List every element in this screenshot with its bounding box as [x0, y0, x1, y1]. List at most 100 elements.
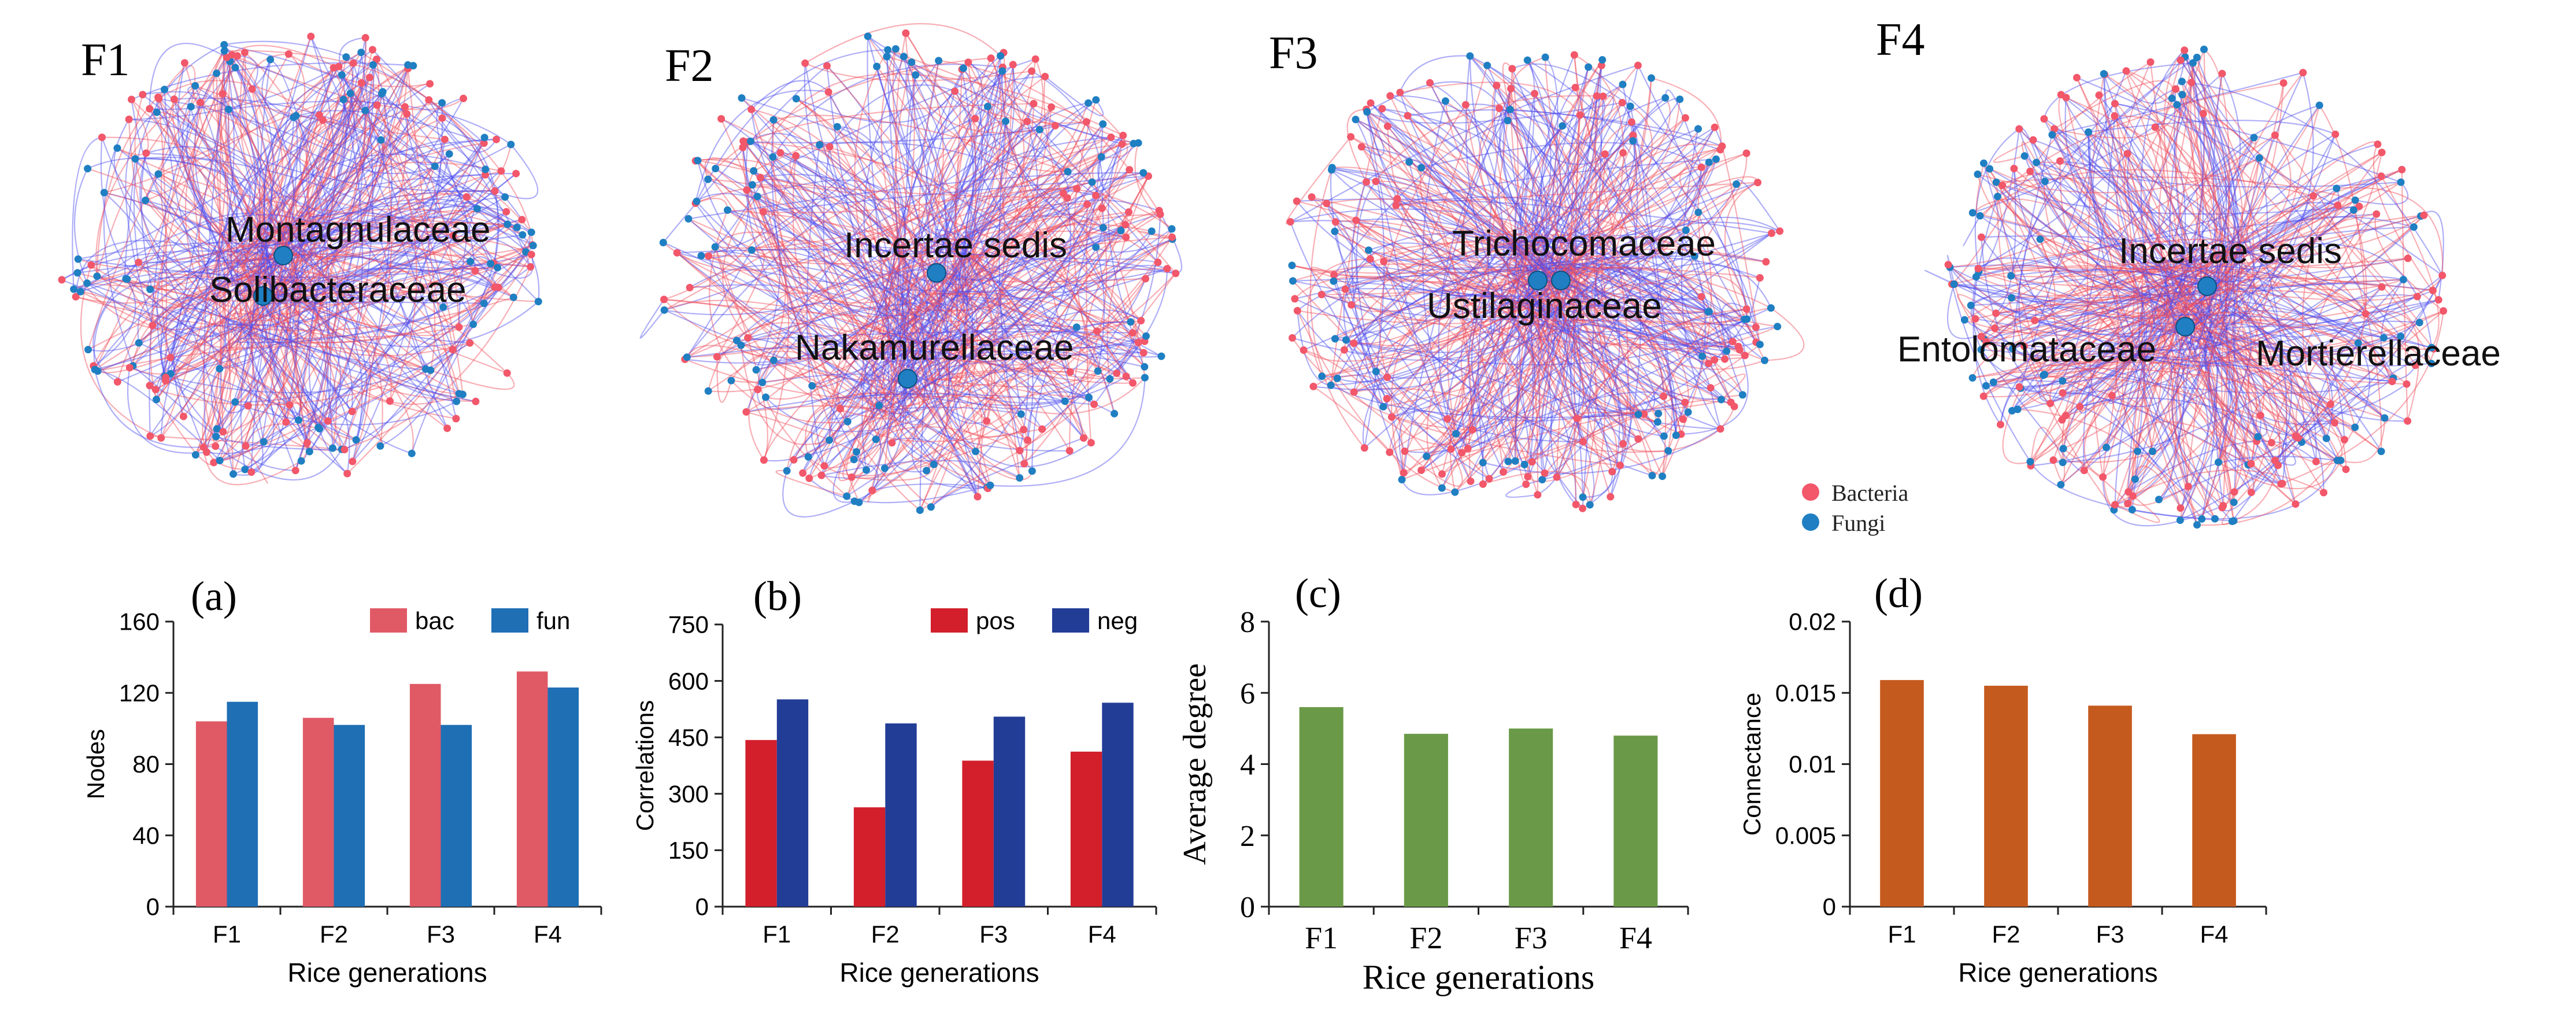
bacteria-node [1030, 99, 1038, 108]
network-edge [1496, 85, 1732, 403]
network-edge [244, 285, 339, 470]
bacteria-node [801, 59, 809, 67]
bacteria-node [282, 418, 290, 426]
fungi-node [501, 193, 509, 201]
bacteria-node [2095, 91, 2103, 99]
network-edge [746, 190, 790, 460]
network-edge [931, 370, 1098, 387]
bacteria-node [1974, 265, 1982, 272]
bacteria-node [2026, 167, 2034, 175]
network-edge [350, 93, 450, 165]
network-edge [1361, 111, 1385, 156]
fungi-node [1626, 102, 1634, 110]
network-edge [1509, 77, 1652, 314]
bacteria-node [1341, 285, 1349, 293]
fungi-node [769, 116, 778, 124]
fungi-node [1061, 397, 1069, 405]
network-edge [219, 241, 328, 461]
network-edge [1983, 162, 2192, 269]
bacteria-node [760, 456, 768, 464]
network-edge [184, 62, 226, 456]
network-edge [951, 324, 1134, 383]
network-edge [260, 83, 430, 270]
network-edge [94, 173, 517, 371]
network-edge [156, 209, 292, 400]
y-tick-label: 0.02 [1789, 608, 1836, 635]
network-edge [250, 289, 342, 451]
network-edge [1364, 246, 1579, 449]
bacteria-node [2404, 254, 2412, 263]
fungi-node [1333, 374, 1341, 382]
network-edge [752, 249, 925, 317]
network-edge [1454, 308, 1585, 493]
bacteria-node [286, 401, 294, 409]
network-edge [2211, 346, 2238, 463]
network-edge [113, 147, 221, 342]
network-edge [1975, 318, 2156, 360]
network-edge [303, 210, 523, 287]
network-edge [1391, 272, 1543, 418]
bacteria-node [1063, 194, 1071, 202]
network-edge [1333, 280, 1520, 324]
network-edge [2001, 184, 2296, 505]
network-edge [1513, 65, 1602, 236]
fungi-node [445, 150, 453, 158]
network-edge [80, 264, 162, 439]
network-edge [1724, 182, 1766, 361]
network-edge [1594, 65, 1608, 307]
network-edge [1567, 324, 1725, 360]
network-edge [676, 252, 989, 489]
network-edge [1346, 109, 1367, 183]
network-edge [746, 411, 857, 453]
network-edge [962, 257, 1176, 304]
network-edge [87, 253, 220, 287]
network-edge [239, 250, 357, 441]
network-edge [1332, 167, 1560, 283]
network-edge [750, 109, 976, 452]
network-edge [1441, 88, 1512, 475]
network-edge [1356, 220, 1552, 321]
bacteria-node [2247, 489, 2255, 496]
fungi-node [843, 492, 851, 500]
network-edge [209, 330, 225, 369]
network-edge [1510, 88, 1746, 356]
fungi-node [376, 442, 384, 450]
panel-label: (a) [191, 573, 237, 619]
x-tick-label: F3 [1515, 921, 1548, 955]
network-edge [1511, 263, 1761, 345]
network-edge [716, 332, 916, 402]
network-edge [756, 349, 898, 371]
fungi-node [2008, 294, 2016, 302]
network-edge [696, 201, 926, 345]
network-edge [217, 114, 320, 267]
network-edge [761, 248, 895, 383]
network-edge [165, 54, 233, 381]
network-edge [957, 106, 989, 265]
bacteria-node [1163, 265, 1171, 273]
bacteria-node [776, 149, 784, 157]
network-edge [170, 260, 278, 374]
bacteria-node [1172, 269, 1180, 278]
network-edge [411, 267, 498, 454]
network-edge [1972, 292, 2197, 379]
network-edge [1353, 387, 1621, 466]
network-edge [760, 177, 1068, 199]
network-edge [2156, 304, 2177, 500]
bacteria-node [1083, 200, 1091, 208]
bacteria-node [1350, 388, 1358, 396]
network-edge [746, 251, 911, 413]
network-edge [2223, 290, 2433, 326]
network-edge [156, 112, 280, 302]
network-edge [1496, 85, 1663, 477]
network-edge [663, 299, 923, 349]
legend-bacteria-label: Bacteria [1831, 480, 1908, 506]
network-edge [494, 144, 539, 199]
bacteria-node [2247, 460, 2255, 468]
network-edge [868, 327, 1078, 363]
network-edge [1681, 346, 1749, 435]
network-edge [310, 114, 336, 283]
fungi-node [855, 498, 863, 507]
fungi-node [1288, 261, 1296, 269]
bacteria-node [1741, 352, 1749, 360]
network-edge [2179, 310, 2252, 509]
